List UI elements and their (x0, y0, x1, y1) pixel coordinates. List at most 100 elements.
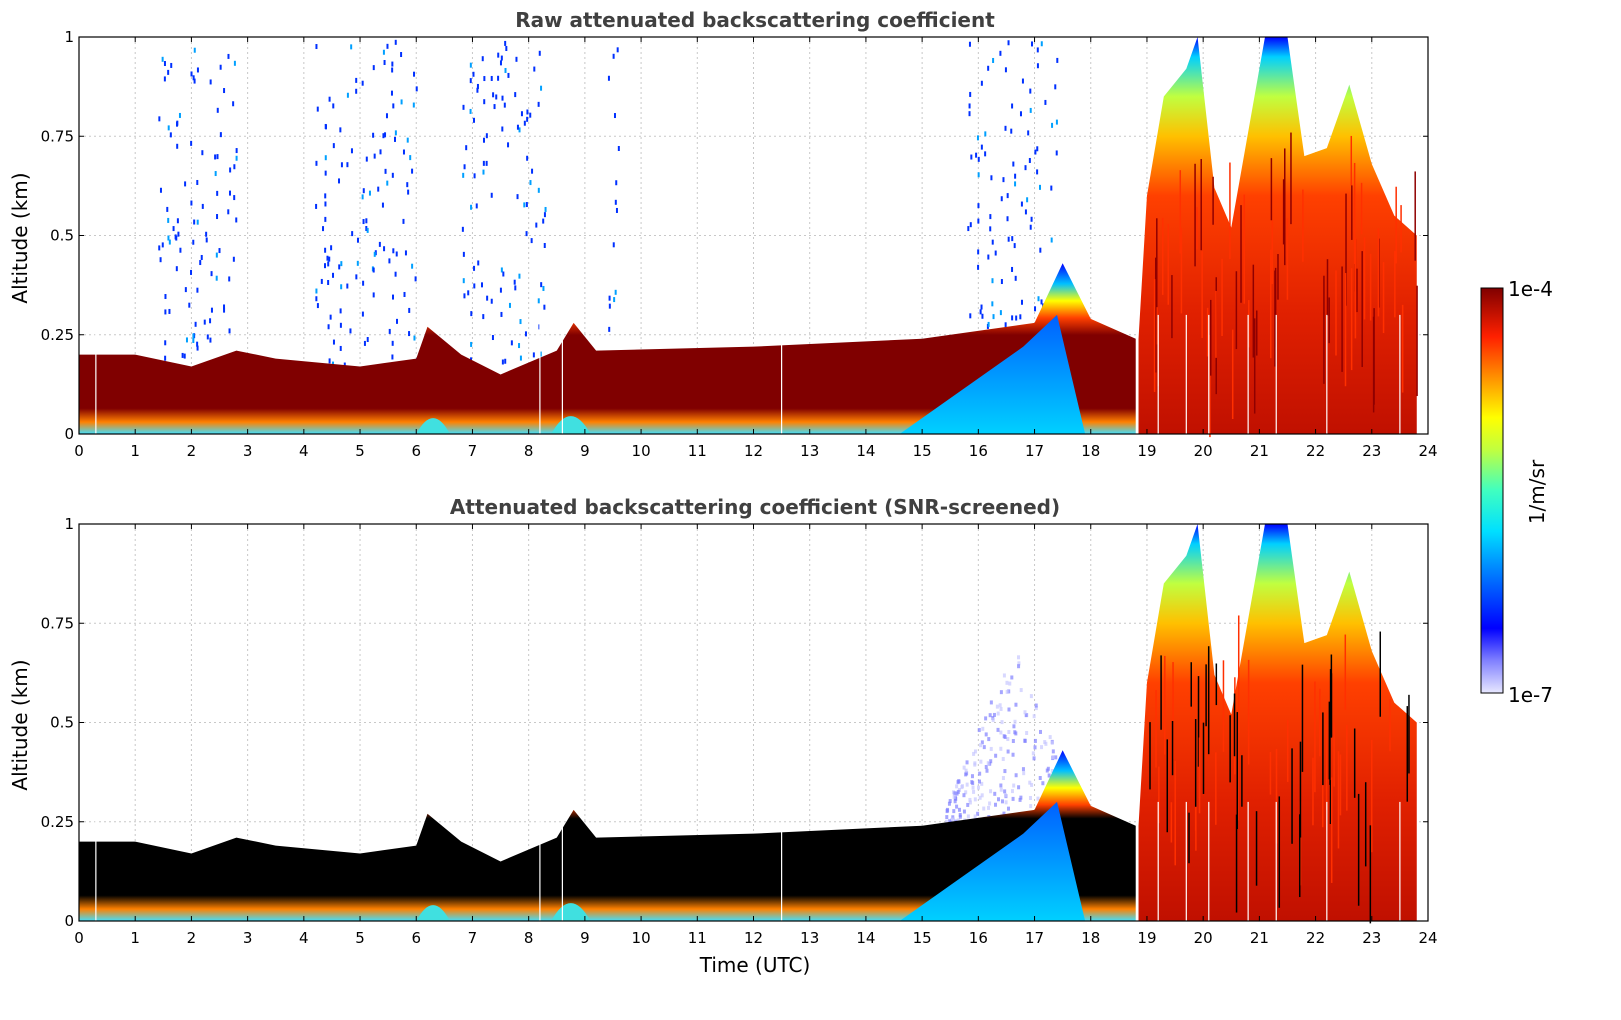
cloud-region (1138, 524, 1417, 921)
cloud-streak (1337, 751, 1340, 849)
colorbar-min-label: 1e-7 (1508, 683, 1553, 707)
haze-speck (1023, 710, 1027, 715)
noise-speck (391, 67, 394, 73)
noise-speck (228, 190, 231, 196)
cloud-streak (1389, 699, 1391, 752)
haze-speck (948, 799, 952, 804)
noise-speck (414, 276, 417, 282)
haze-speck (980, 793, 984, 798)
haze-speck (962, 809, 966, 814)
noise-speck (190, 71, 193, 77)
haze-speck (973, 761, 977, 766)
noise-speck (476, 83, 479, 89)
noise-speck (196, 341, 199, 347)
noise-speck (209, 318, 212, 324)
noise-speck (1010, 128, 1013, 134)
haze-speck (1011, 752, 1015, 757)
cloud-streak (1330, 777, 1333, 883)
cloud-streak (1174, 760, 1176, 866)
noise-speck (228, 328, 231, 334)
haze-speck (952, 809, 956, 814)
haze-speck (996, 727, 1000, 732)
haze-speck (1050, 740, 1054, 745)
top-panel-plot: 0 1 2 3 4 5 6 7 8 9 10 11 12 13 14 15 16 17 18 19 20 21 22 23 24… (41, 28, 1438, 460)
cloud-streak (1282, 179, 1285, 245)
haze-speck (973, 814, 977, 819)
y-tick-label: 0.75 (41, 614, 74, 632)
noise-speck (372, 65, 375, 71)
noise-speck (411, 168, 414, 174)
noise-speck (503, 102, 506, 108)
haze-speck (964, 790, 968, 795)
haze-speck (952, 794, 956, 799)
haze-speck (1007, 707, 1011, 712)
noise-speck (229, 167, 232, 173)
haze-speck (1007, 729, 1011, 734)
noise-speck (987, 254, 990, 260)
noise-speck (463, 293, 466, 299)
noise-speck (396, 318, 399, 324)
haze-speck (982, 745, 986, 750)
noise-speck (196, 179, 199, 185)
noise-speck (976, 135, 979, 141)
noise-speck (382, 133, 385, 139)
haze-speck (1051, 749, 1055, 754)
noise-speck (980, 80, 983, 86)
haze-speck (985, 768, 989, 773)
noise-speck (535, 222, 538, 228)
cloud-streak (1369, 253, 1372, 321)
cloud-streak (1325, 712, 1328, 810)
noise-speck (179, 247, 182, 253)
haze-speck (1021, 767, 1025, 772)
haze-speck (1005, 689, 1009, 694)
cloud-streak (1235, 814, 1238, 913)
haze-speck (988, 801, 992, 806)
noise-speck (612, 53, 615, 59)
cloud-streak (1255, 811, 1258, 886)
y-tick-label: 0.5 (50, 714, 74, 732)
noise-speck (219, 64, 222, 70)
noise-speck (356, 237, 359, 243)
haze-speck (1002, 734, 1006, 739)
cloud-streak (1370, 739, 1373, 853)
haze-speck (993, 791, 997, 796)
boundary-layer-aerosol (79, 750, 1136, 921)
noise-speck (518, 343, 521, 349)
noise-speck (500, 55, 503, 61)
noise-speck (366, 337, 369, 343)
x-tick-label: 22 (1306, 442, 1325, 460)
noise-speck (235, 155, 238, 161)
noise-speck (233, 60, 236, 66)
y-tick-label: 0.5 (50, 227, 74, 245)
noise-speck (386, 180, 389, 186)
cloud-streak (1360, 182, 1363, 235)
haze-speck (999, 706, 1003, 711)
haze-speck (1006, 806, 1010, 811)
haze-speck (1034, 703, 1038, 708)
noise-speck (482, 169, 485, 175)
noise-speck (206, 334, 209, 340)
colorbar (1480, 287, 1504, 694)
noise-speck (395, 251, 398, 257)
cloud-streak (1322, 712, 1324, 786)
noise-speck (519, 319, 522, 325)
x-tick-label: 1 (130, 929, 140, 947)
noise-speck (366, 227, 369, 233)
noise-speck (361, 80, 364, 86)
x-tick-label: 21 (1250, 929, 1269, 947)
haze-speck (948, 819, 952, 824)
noise-speck (1004, 322, 1007, 328)
noise-speck (530, 238, 533, 244)
cloud-streak (1361, 251, 1363, 368)
noise-speck (608, 326, 611, 332)
noise-speck (361, 311, 364, 317)
haze-speck (1041, 781, 1045, 786)
cloud-streak (1344, 634, 1347, 710)
y-tick-label: 1 (64, 28, 74, 46)
x-tick-label: 13 (800, 929, 819, 947)
cloud-streak (1255, 310, 1258, 356)
y-tick-label: 0 (64, 912, 74, 930)
noise-speck (543, 242, 546, 248)
noise-speck (161, 242, 164, 248)
noise-speck (164, 340, 167, 346)
